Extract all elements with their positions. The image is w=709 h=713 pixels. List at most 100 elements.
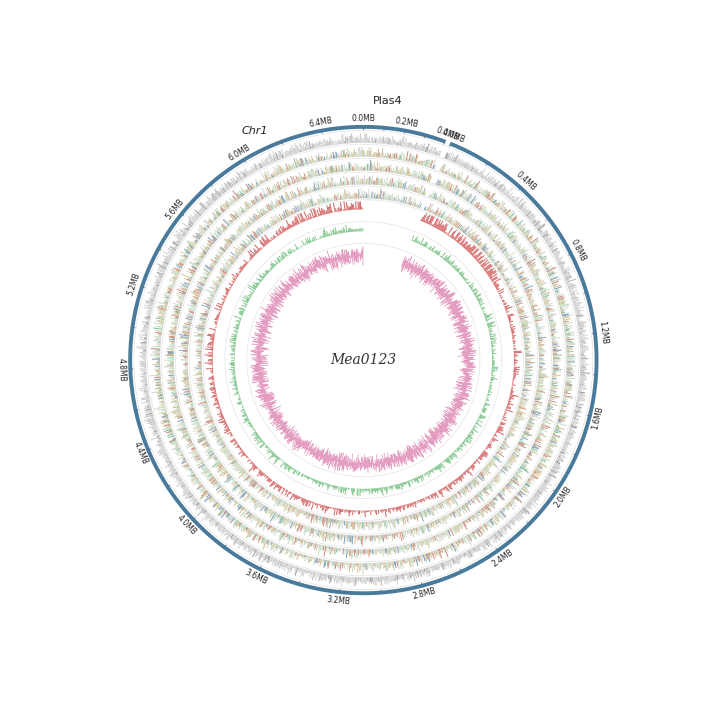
Polygon shape: [208, 240, 213, 245]
Polygon shape: [325, 560, 327, 567]
Polygon shape: [216, 436, 220, 438]
Polygon shape: [483, 406, 484, 408]
Polygon shape: [552, 346, 560, 347]
Polygon shape: [306, 220, 307, 221]
Polygon shape: [464, 332, 466, 333]
Polygon shape: [209, 328, 216, 330]
Polygon shape: [510, 391, 514, 393]
Polygon shape: [260, 247, 262, 250]
Polygon shape: [335, 208, 337, 212]
Polygon shape: [220, 252, 223, 254]
Polygon shape: [464, 439, 469, 443]
Polygon shape: [223, 302, 225, 303]
Polygon shape: [172, 277, 177, 279]
Polygon shape: [342, 463, 345, 469]
Polygon shape: [489, 389, 490, 390]
Polygon shape: [345, 463, 346, 466]
Polygon shape: [194, 210, 201, 216]
Polygon shape: [291, 182, 292, 185]
Polygon shape: [530, 416, 532, 417]
Polygon shape: [459, 401, 467, 404]
Polygon shape: [328, 455, 330, 458]
Polygon shape: [525, 348, 529, 349]
Polygon shape: [201, 304, 210, 308]
Polygon shape: [270, 493, 272, 496]
Polygon shape: [450, 418, 453, 419]
Polygon shape: [496, 532, 501, 538]
Polygon shape: [173, 409, 180, 411]
Polygon shape: [259, 194, 263, 200]
Polygon shape: [223, 511, 226, 513]
Polygon shape: [435, 151, 436, 155]
Polygon shape: [489, 502, 492, 506]
Polygon shape: [238, 252, 241, 255]
Polygon shape: [458, 161, 461, 165]
Polygon shape: [330, 518, 331, 523]
Polygon shape: [344, 457, 345, 463]
Polygon shape: [272, 238, 274, 240]
Polygon shape: [179, 258, 186, 262]
Polygon shape: [337, 207, 339, 212]
Polygon shape: [192, 446, 194, 448]
Polygon shape: [179, 332, 189, 334]
Polygon shape: [208, 217, 213, 223]
Polygon shape: [413, 442, 418, 449]
Polygon shape: [501, 223, 508, 230]
Polygon shape: [457, 324, 462, 326]
Polygon shape: [477, 242, 481, 245]
Polygon shape: [457, 271, 459, 272]
Polygon shape: [335, 520, 337, 524]
Polygon shape: [553, 348, 559, 349]
Polygon shape: [274, 260, 278, 264]
Polygon shape: [374, 163, 375, 170]
Polygon shape: [169, 246, 176, 250]
Polygon shape: [450, 309, 455, 312]
Polygon shape: [276, 424, 281, 428]
Polygon shape: [276, 302, 277, 304]
Polygon shape: [233, 520, 239, 528]
Polygon shape: [445, 232, 447, 234]
Polygon shape: [178, 302, 182, 304]
Polygon shape: [309, 213, 312, 219]
Polygon shape: [333, 575, 334, 579]
Polygon shape: [452, 543, 457, 552]
Polygon shape: [182, 485, 186, 488]
Polygon shape: [275, 216, 279, 222]
Polygon shape: [461, 398, 464, 400]
Polygon shape: [274, 287, 283, 294]
Polygon shape: [198, 371, 202, 373]
Polygon shape: [378, 463, 380, 472]
Polygon shape: [492, 217, 496, 221]
Polygon shape: [310, 571, 311, 574]
Polygon shape: [252, 376, 260, 377]
Polygon shape: [448, 261, 450, 263]
Polygon shape: [397, 451, 401, 458]
Polygon shape: [242, 451, 244, 453]
Polygon shape: [443, 547, 448, 557]
Polygon shape: [275, 423, 280, 426]
Polygon shape: [333, 561, 335, 565]
Polygon shape: [520, 510, 525, 513]
Polygon shape: [259, 282, 260, 284]
Polygon shape: [547, 406, 553, 408]
Polygon shape: [495, 264, 498, 266]
Polygon shape: [261, 380, 269, 382]
Polygon shape: [269, 294, 278, 301]
Polygon shape: [464, 245, 467, 248]
Polygon shape: [261, 307, 271, 312]
Polygon shape: [172, 405, 179, 408]
Polygon shape: [234, 181, 236, 184]
Polygon shape: [263, 275, 265, 277]
Polygon shape: [581, 355, 586, 356]
Polygon shape: [352, 205, 353, 210]
Polygon shape: [537, 251, 542, 255]
Polygon shape: [420, 265, 425, 273]
Polygon shape: [491, 217, 496, 221]
Polygon shape: [518, 312, 524, 314]
Polygon shape: [342, 563, 343, 568]
Polygon shape: [151, 291, 157, 293]
Polygon shape: [537, 386, 539, 387]
Polygon shape: [564, 324, 567, 325]
Polygon shape: [220, 276, 224, 278]
Polygon shape: [520, 227, 523, 230]
